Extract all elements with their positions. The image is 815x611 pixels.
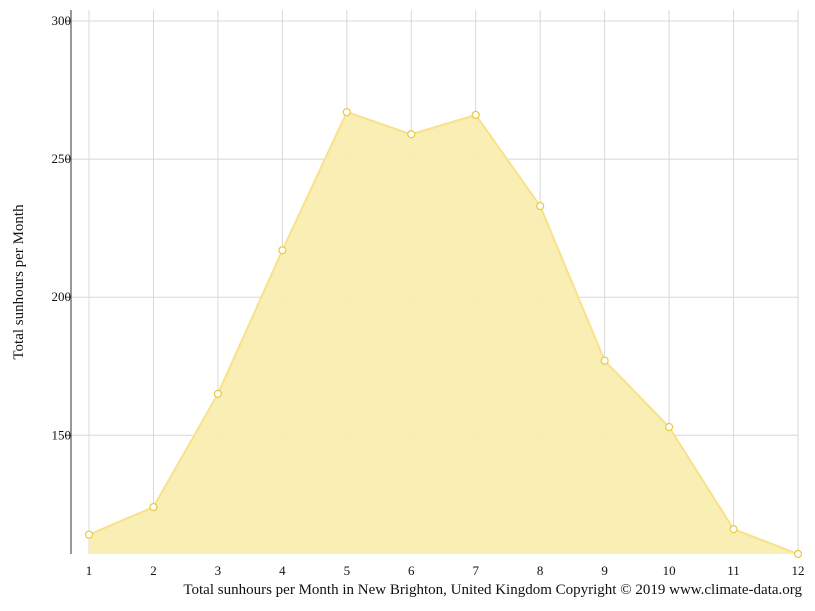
data-point bbox=[149, 502, 158, 512]
data-point bbox=[342, 108, 351, 117]
x-tick-label: 11 bbox=[727, 563, 740, 575]
x-tick-label: 12 bbox=[792, 563, 805, 575]
chart-caption: Total sunhours per Month in New Brighton… bbox=[183, 582, 802, 598]
data-point bbox=[84, 530, 94, 539]
data-point bbox=[793, 549, 803, 559]
x-tick-label: 8 bbox=[537, 563, 544, 575]
data-point bbox=[471, 110, 480, 120]
x-tick-label: 5 bbox=[344, 563, 351, 575]
markers bbox=[84, 108, 803, 559]
data-point bbox=[600, 356, 609, 365]
x-tick-label: 3 bbox=[215, 563, 222, 575]
area-fill bbox=[89, 112, 798, 554]
data-point bbox=[407, 130, 416, 139]
y-tick-labels: 150 200 250 300 bbox=[52, 13, 72, 442]
x-tick-label: 7 bbox=[472, 563, 479, 575]
x-tick-label: 9 bbox=[601, 563, 608, 575]
x-tick-label: 2 bbox=[150, 563, 157, 575]
x-tick-labels: 1 2 3 4 5 6 7 8 9 10 11 12 bbox=[86, 563, 805, 575]
x-tick-label: 10 bbox=[663, 563, 676, 575]
y-axis-title: Total sunhours per Month bbox=[11, 204, 27, 360]
x-tick-label: 1 bbox=[86, 563, 93, 575]
data-point bbox=[213, 389, 223, 398]
area-series bbox=[88, 110, 799, 555]
area-line bbox=[88, 110, 799, 555]
data-point bbox=[729, 525, 738, 534]
y-tick-label: 250 bbox=[52, 151, 72, 166]
data-point bbox=[664, 422, 674, 432]
data-point bbox=[536, 201, 545, 211]
y-tick-label: 300 bbox=[52, 13, 72, 28]
x-tick-label: 4 bbox=[279, 563, 286, 575]
axes bbox=[65, 10, 72, 554]
y-tick-label: 200 bbox=[52, 289, 72, 304]
y-tick-label: 150 bbox=[52, 427, 72, 442]
data-point bbox=[278, 246, 287, 255]
x-tick-label: 6 bbox=[408, 563, 415, 575]
